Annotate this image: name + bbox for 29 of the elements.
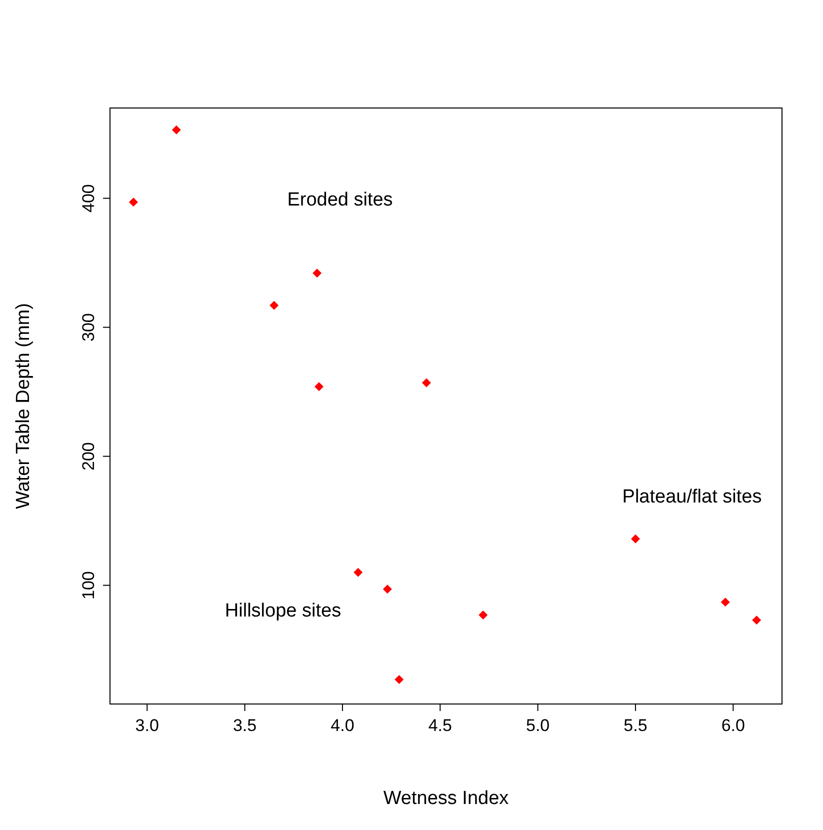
y-tick-label: 100 xyxy=(79,571,98,600)
y-tick-label: 200 xyxy=(79,442,98,470)
point xyxy=(478,610,488,620)
annotation: Eroded sites xyxy=(287,190,393,211)
x-axis-title: Wetness Index xyxy=(383,788,510,809)
point xyxy=(354,568,363,577)
point xyxy=(270,300,279,310)
point xyxy=(394,674,404,684)
point xyxy=(382,584,392,594)
x-tick-label: 6.0 xyxy=(721,716,745,735)
y-axis-title: Water Table Depth (mm) xyxy=(13,303,34,509)
point xyxy=(172,125,181,134)
annotation: Hillslope sites xyxy=(224,600,342,622)
point xyxy=(630,534,640,544)
y-tick-label: 400 xyxy=(79,184,98,212)
y-tick-label: 300 xyxy=(79,313,98,342)
point xyxy=(752,616,762,625)
x-tick-label: 3.0 xyxy=(135,716,159,735)
point xyxy=(312,268,322,278)
point xyxy=(128,198,138,207)
point xyxy=(422,378,431,388)
x-tick-label: 3.5 xyxy=(232,716,257,735)
point xyxy=(720,598,730,607)
x-tick-label: 4.5 xyxy=(428,716,452,735)
x-tick-label: 5.5 xyxy=(624,716,648,735)
annotation: Plateau/flat sites xyxy=(622,486,762,508)
x-tick-label: 5.0 xyxy=(526,716,550,735)
point xyxy=(314,382,324,392)
x-tick-label: 4.0 xyxy=(330,716,354,735)
